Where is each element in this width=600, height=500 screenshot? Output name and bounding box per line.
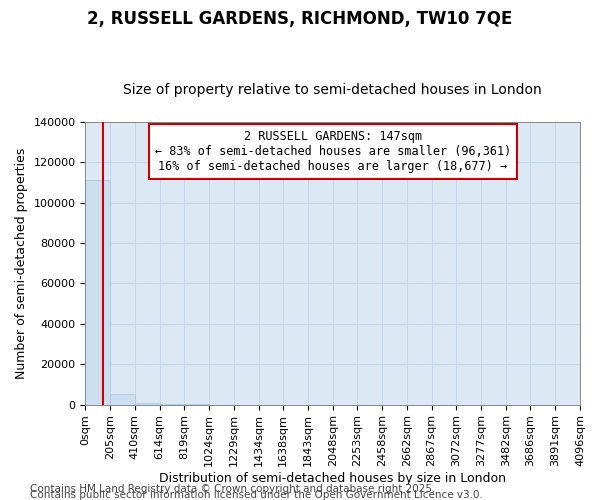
Text: Contains HM Land Registry data © Crown copyright and database right 2025.: Contains HM Land Registry data © Crown c…: [30, 484, 436, 494]
Y-axis label: Number of semi-detached properties: Number of semi-detached properties: [15, 148, 28, 379]
Title: Size of property relative to semi-detached houses in London: Size of property relative to semi-detach…: [124, 83, 542, 97]
Bar: [85, 180, 110, 404]
X-axis label: Distribution of semi-detached houses by size in London: Distribution of semi-detached houses by …: [159, 472, 506, 485]
Text: 2 RUSSELL GARDENS: 147sqm
← 83% of semi-detached houses are smaller (96,361)
16%: 2 RUSSELL GARDENS: 147sqm ← 83% of semi-…: [155, 130, 511, 174]
Bar: [110, 394, 135, 404]
Text: 2, RUSSELL GARDENS, RICHMOND, TW10 7QE: 2, RUSSELL GARDENS, RICHMOND, TW10 7QE: [88, 10, 512, 28]
Bar: [135, 403, 160, 404]
Text: Contains public sector information licensed under the Open Government Licence v3: Contains public sector information licen…: [30, 490, 483, 500]
